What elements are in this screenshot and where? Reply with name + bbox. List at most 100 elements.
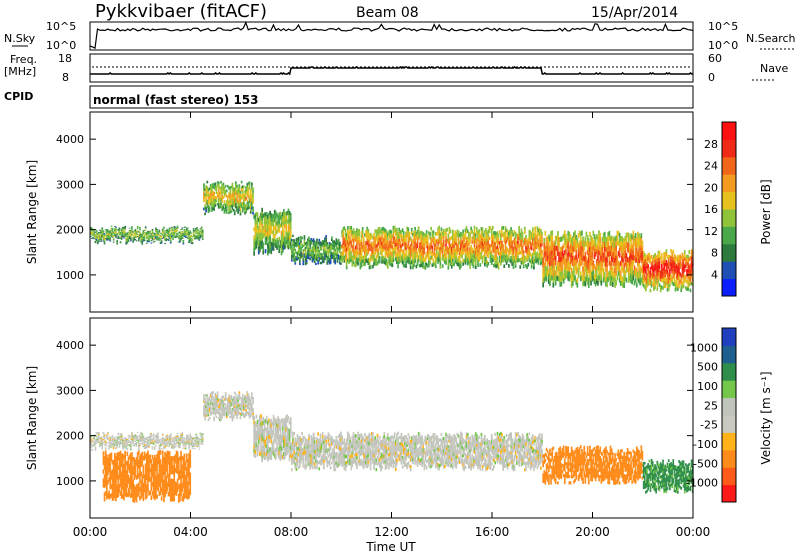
heatmap-cell bbox=[235, 181, 237, 184]
heatmap-cell bbox=[446, 249, 448, 254]
heatmap-cell bbox=[440, 238, 443, 242]
heatmap-cell bbox=[516, 255, 518, 259]
heatmap-cell bbox=[558, 257, 560, 262]
heatmap-cell bbox=[415, 264, 418, 269]
heatmap-cell bbox=[177, 446, 180, 448]
heatmap-cell bbox=[657, 268, 660, 273]
heatmap-cell bbox=[345, 244, 348, 248]
heatmap-cell bbox=[394, 253, 397, 258]
heatmap-cell bbox=[114, 436, 116, 438]
heatmap-cell bbox=[117, 440, 120, 442]
heatmap-cell bbox=[278, 212, 281, 217]
heatmap-cell bbox=[541, 249, 543, 254]
heatmap-cell bbox=[570, 257, 573, 263]
heatmap-cell bbox=[366, 237, 369, 242]
heatmap-cell bbox=[687, 287, 689, 291]
heatmap-cell bbox=[244, 198, 246, 201]
heatmap-cell bbox=[634, 277, 637, 283]
heatmap-cell bbox=[255, 240, 258, 245]
heatmap-cell bbox=[247, 190, 250, 193]
heatmap-cell bbox=[390, 237, 393, 242]
heatmap-cell bbox=[141, 239, 144, 241]
heatmap-cell bbox=[645, 287, 647, 292]
heatmap-cell bbox=[158, 231, 161, 233]
station-title: Pykkvibaer (fitACF) bbox=[95, 1, 267, 22]
heatmap-cell bbox=[603, 271, 606, 277]
heatmap-cell bbox=[685, 275, 687, 279]
heatmap-cell bbox=[502, 251, 504, 255]
heatmap-cell bbox=[211, 206, 213, 210]
heatmap-cell bbox=[394, 232, 397, 236]
heatmap-cell bbox=[225, 203, 228, 206]
heatmap-cell bbox=[458, 266, 461, 270]
heatmap-cell bbox=[521, 231, 524, 236]
heatmap-cell bbox=[429, 235, 431, 240]
heatmap-cell bbox=[118, 445, 121, 447]
heatmap-cell bbox=[542, 277, 544, 283]
heatmap-cell bbox=[208, 206, 211, 210]
frequency-trace bbox=[90, 66, 693, 76]
heatmap-cell bbox=[171, 229, 173, 231]
heatmap-cell bbox=[345, 254, 348, 259]
heatmap-cell bbox=[550, 251, 552, 256]
heatmap-cell bbox=[490, 257, 493, 262]
heatmap-cell bbox=[154, 441, 156, 443]
heatmap-cell bbox=[508, 231, 510, 236]
heatmap-cell bbox=[138, 446, 140, 448]
heatmap-cell bbox=[211, 187, 213, 191]
heatmap-cell bbox=[103, 440, 106, 442]
heatmap-cell bbox=[421, 263, 423, 268]
heatmap-cell bbox=[139, 227, 141, 229]
heatmap-cell bbox=[133, 438, 136, 440]
heatmap-cell bbox=[598, 265, 600, 271]
heatmap-cell bbox=[425, 233, 428, 238]
heatmap-cell bbox=[611, 272, 614, 277]
heatmap-cell bbox=[488, 247, 491, 252]
heatmap-cell bbox=[348, 242, 350, 246]
heatmap-cell bbox=[175, 434, 178, 436]
heatmap-cell bbox=[500, 254, 502, 259]
heatmap-cell bbox=[600, 265, 603, 271]
heatmap-cell bbox=[269, 243, 271, 248]
heatmap-cell bbox=[525, 245, 527, 250]
heatmap-cell bbox=[295, 240, 298, 243]
heatmap-cell bbox=[468, 231, 470, 236]
heatmap-cell bbox=[148, 233, 150, 235]
heatmap-cell bbox=[548, 239, 550, 245]
heatmap-cell bbox=[92, 230, 94, 232]
heatmap-cell bbox=[171, 446, 173, 448]
heatmap-cell bbox=[445, 261, 447, 265]
heatmap-cell bbox=[351, 237, 354, 242]
heatmap-cell bbox=[283, 209, 285, 214]
heatmap-cell bbox=[625, 237, 628, 243]
heatmap-cell bbox=[93, 442, 96, 444]
heatmap-cell bbox=[142, 443, 145, 445]
noise-tick-top-right: 10^5 bbox=[708, 20, 738, 33]
heatmap-cell bbox=[398, 242, 401, 246]
heatmap-cell bbox=[276, 245, 278, 250]
heatmap-cell bbox=[505, 246, 508, 251]
heatmap-cell bbox=[530, 243, 533, 247]
heatmap-cell bbox=[283, 241, 285, 246]
heatmap-cell bbox=[227, 201, 229, 204]
heatmap-cell bbox=[563, 250, 566, 256]
heatmap-cell bbox=[292, 241, 294, 244]
heatmap-cell bbox=[199, 228, 202, 230]
heatmap-cell bbox=[269, 223, 271, 228]
heatmap-cell bbox=[144, 446, 147, 448]
heatmap-cell bbox=[410, 231, 413, 235]
heatmap-cell bbox=[586, 274, 589, 280]
heatmap-cell bbox=[247, 206, 250, 210]
heatmap-cell bbox=[560, 261, 563, 267]
heatmap-cell bbox=[115, 230, 117, 232]
heatmap-cell bbox=[172, 235, 174, 237]
heatmap-cell bbox=[689, 288, 692, 293]
heatmap-cell bbox=[249, 205, 252, 209]
heatmap-cell bbox=[213, 197, 215, 200]
heatmap-cell bbox=[293, 248, 295, 251]
heatmap-cell bbox=[538, 249, 541, 254]
heatmap-cell bbox=[391, 234, 394, 239]
heatmap-cell bbox=[93, 437, 96, 439]
heatmap-cell bbox=[328, 257, 331, 261]
heatmap-cell bbox=[304, 251, 307, 254]
